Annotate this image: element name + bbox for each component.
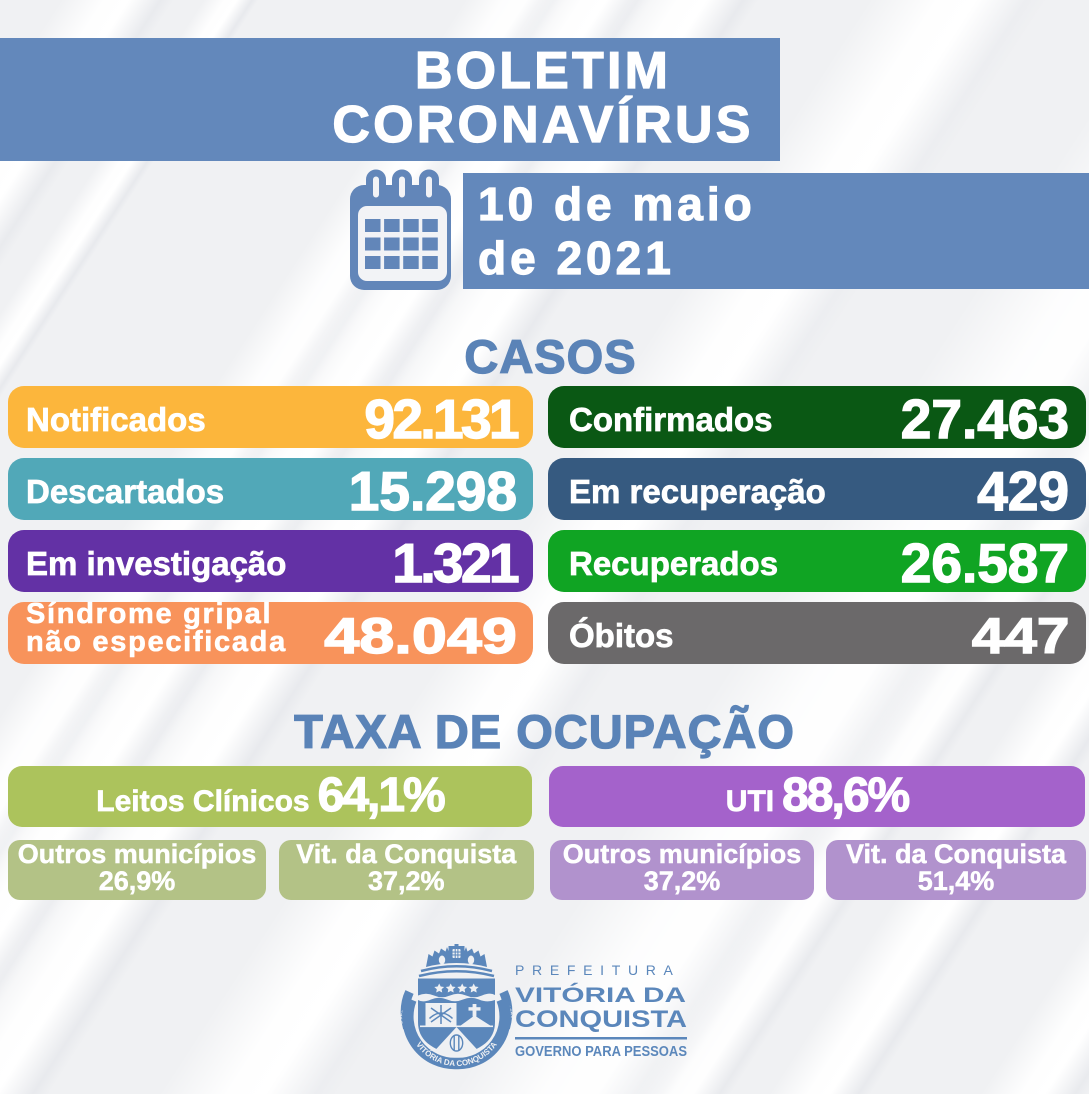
svg-text:CONQUISTA: CONQUISTA	[515, 1006, 687, 1033]
svg-text:PREFEITURA: PREFEITURA	[515, 962, 678, 978]
svg-text:VITÓRIA DA: VITÓRIA DA	[515, 983, 686, 1007]
svg-text:GOVERNO PARA PESSOAS: GOVERNO PARA PESSOAS	[515, 1044, 687, 1060]
